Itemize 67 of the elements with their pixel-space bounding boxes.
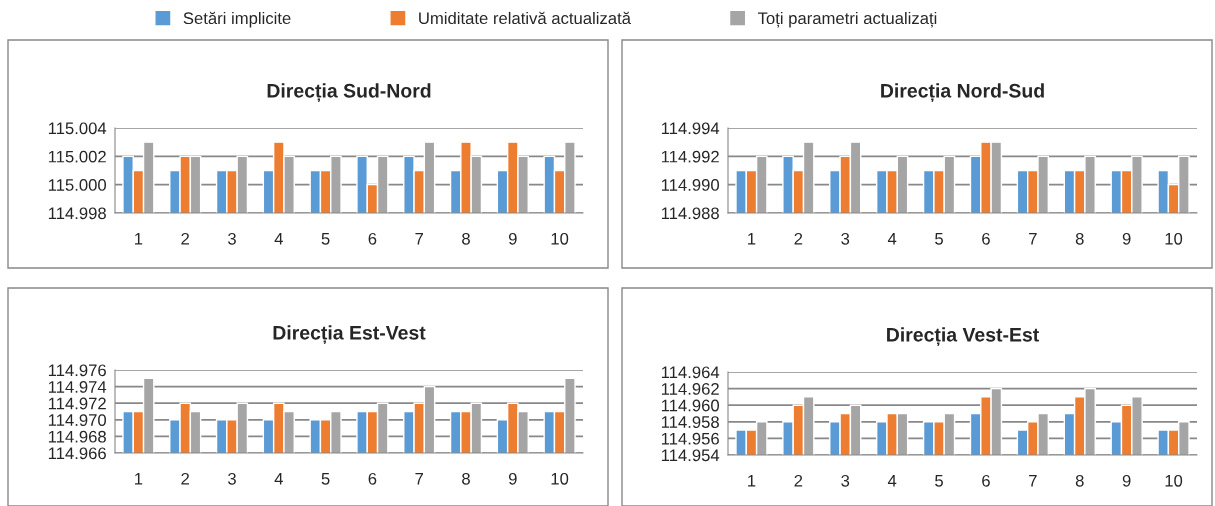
y-tick-label: 114.960 [661, 399, 720, 412]
y-tick-label: 114.998 [48, 207, 106, 220]
x-tick-label: 6 [368, 232, 377, 245]
y-tick-label: 114.970 [48, 414, 107, 426]
x-tick-label: 10 [1165, 232, 1183, 245]
y-tick-label: 114.966 [48, 447, 106, 460]
x-tick-label: 2 [794, 474, 803, 487]
y-tick-label: 114.958 [661, 416, 719, 428]
y-tick-label: 114.972 [48, 397, 106, 410]
y-tick-label: 115.002 [48, 150, 106, 163]
x-tick-label: 5 [935, 233, 943, 245]
x-tick-label: 2 [181, 232, 189, 245]
x-tick-label: 6 [982, 474, 990, 487]
x-tick-label: 9 [508, 232, 517, 245]
x-tick-label: 9 [1122, 232, 1131, 245]
x-tick-label: 10 [1165, 474, 1183, 487]
x-tick-label: 3 [841, 232, 850, 245]
x-tick-label: 8 [1075, 232, 1084, 245]
x-tick-label: 2 [181, 472, 189, 485]
x-tick-label: 5 [935, 475, 943, 487]
x-tick-label: 1 [748, 233, 756, 245]
y-tick-label: 114.976 [48, 364, 106, 377]
x-tick-label: 3 [228, 472, 236, 485]
x-tick-label: 5 [321, 233, 330, 245]
x-tick-label: 3 [228, 232, 236, 245]
x-tick-label: 7 [415, 473, 423, 485]
x-tick-label: 1 [135, 473, 143, 485]
x-tick-label: 6 [982, 232, 990, 245]
x-tick-label: 6 [368, 472, 377, 485]
x-tick-label: 7 [1029, 233, 1037, 245]
x-tick-label: 5 [321, 473, 330, 485]
x-tick-label: 9 [1122, 474, 1131, 487]
y-tick-label: 115.000 [48, 179, 107, 191]
legend-label: Setări implicite [183, 11, 291, 28]
chart-title: Direcția Vest-Est [887, 327, 1039, 346]
x-tick-label: 1 [135, 233, 143, 245]
y-tick-label: 114.956 [661, 432, 719, 445]
x-tick-label: 4 [274, 473, 283, 485]
y-tick-label: 114.990 [661, 179, 720, 191]
y-tick-label: 114.992 [661, 150, 719, 163]
y-tick-label: 114.988 [661, 207, 719, 220]
legend-label: Toți parametri actualizați [757, 11, 937, 28]
x-tick-label: 3 [841, 474, 850, 487]
y-tick-label: 114.994 [661, 122, 720, 135]
x-tick-label: 8 [462, 232, 470, 245]
x-tick-label: 8 [462, 472, 470, 485]
chart-title: Direcția Nord-Sud [881, 83, 1044, 102]
x-tick-label: 10 [551, 232, 569, 245]
chart-title: Direcția Est-Vest [273, 325, 426, 344]
x-tick-label: 1 [748, 475, 756, 487]
y-tick-label: 114.964 [661, 366, 720, 379]
y-tick-label: 114.974 [48, 381, 107, 393]
y-tick-label: 114.968 [48, 430, 106, 443]
y-tick-label: 115.004 [48, 122, 107, 135]
x-tick-label: 7 [1029, 475, 1037, 487]
x-tick-label: 7 [415, 233, 423, 245]
x-tick-label: 8 [1075, 474, 1084, 487]
y-tick-label: 114.954 [661, 449, 720, 462]
x-tick-label: 2 [794, 232, 803, 245]
x-tick-label: 4 [274, 233, 283, 245]
chart-title: Direcția Sud-Nord [267, 83, 431, 102]
y-tick-label: 114.962 [661, 383, 719, 395]
x-tick-label: 4 [887, 475, 897, 487]
x-tick-label: 4 [887, 233, 897, 245]
x-tick-label: 9 [508, 472, 517, 485]
legend-label: Umiditate relativă actualizată [419, 11, 631, 25]
x-tick-label: 10 [551, 472, 569, 485]
